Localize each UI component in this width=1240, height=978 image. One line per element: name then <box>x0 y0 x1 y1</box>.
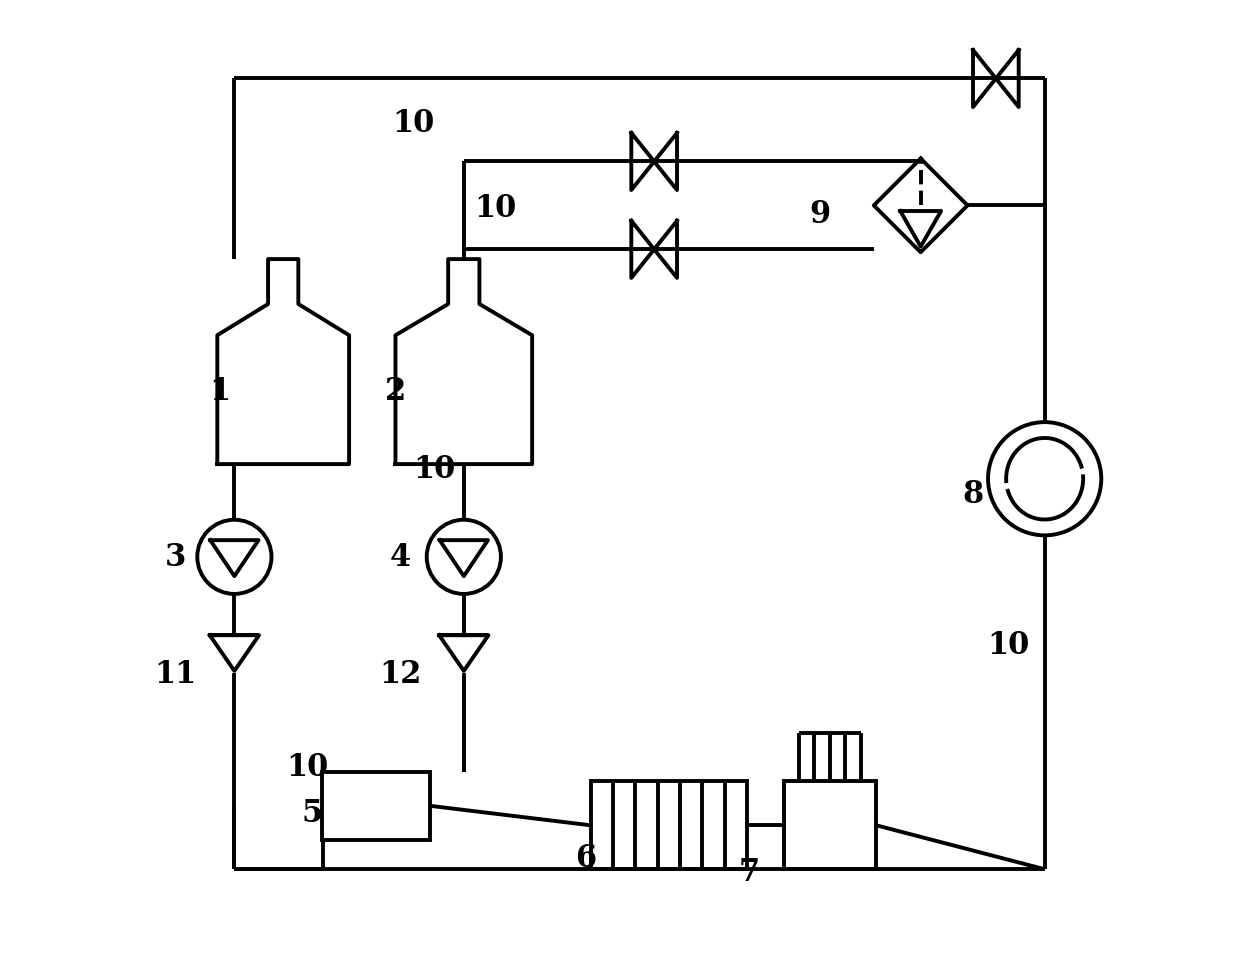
Bar <box>590 781 746 869</box>
Text: 10: 10 <box>987 630 1029 660</box>
Text: 9: 9 <box>810 199 831 230</box>
Text: 6: 6 <box>575 842 596 873</box>
Text: 12: 12 <box>379 659 422 689</box>
Bar <box>322 772 429 840</box>
Text: 1: 1 <box>210 376 231 407</box>
Text: 8: 8 <box>962 478 985 510</box>
Text: 10: 10 <box>286 751 329 782</box>
Text: 4: 4 <box>389 542 410 573</box>
Text: 11: 11 <box>155 659 197 689</box>
Bar <box>784 781 877 869</box>
Text: 7: 7 <box>738 856 759 887</box>
Text: 2: 2 <box>384 376 405 407</box>
Text: 3: 3 <box>165 542 186 573</box>
Text: 5: 5 <box>301 797 324 828</box>
Text: 10: 10 <box>474 193 516 224</box>
Text: 10: 10 <box>413 454 455 485</box>
Text: 10: 10 <box>392 108 434 139</box>
